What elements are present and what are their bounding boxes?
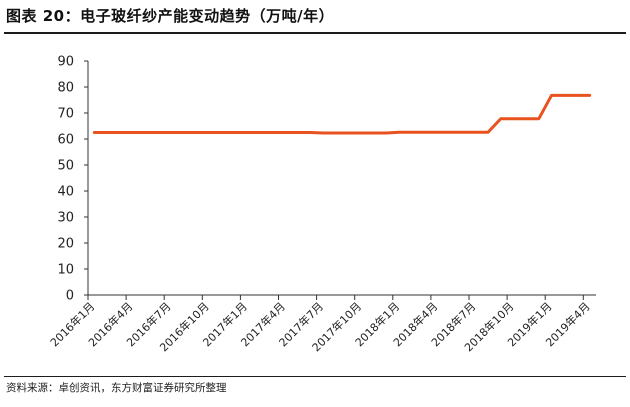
data-point [182,131,184,134]
y-tick-label: 70 [57,107,74,122]
data-point [106,131,108,134]
title-divider [4,32,626,34]
y-tick-label: 50 [57,159,74,174]
data-point [157,131,159,134]
chart-title: 图表 20：电子玻纤纱产能变动趋势（万吨/年） [6,7,335,25]
data-point [131,131,134,134]
series-capacity [92,93,592,135]
data-point [462,131,464,133]
data-point [487,131,489,133]
data-point [347,132,349,134]
data-point [474,131,476,133]
data-point [309,131,311,134]
y-tick-label: 0 [66,289,74,304]
data-point [512,118,515,120]
source-note: 资料来源：卓创资讯，东方财富证券研究所整理 [6,382,227,394]
y-axis: 0 10 20 30 40 50 60 70 80 90 [57,55,89,304]
series-line [92,93,592,135]
data-point [550,94,553,96]
data-point [576,94,578,96]
data-point [563,94,565,96]
data-point [398,131,400,133]
source-divider [4,376,626,377]
data-point [411,131,413,133]
y-tick-label: 60 [57,133,74,148]
data-point [195,131,197,134]
data-point [385,132,388,134]
data-point [538,118,540,120]
y-tick-label: 30 [57,211,74,226]
data-point [284,131,286,134]
data-point [500,118,502,120]
data-point [93,131,95,134]
data-point [119,131,121,134]
data-point [246,131,248,134]
data-point [169,131,172,134]
data-point [335,132,337,134]
data-point [423,131,426,133]
data-point [233,131,235,134]
y-tick-label: 10 [57,263,74,278]
data-point [525,118,527,120]
data-point [208,131,210,134]
y-tick-label: 90 [57,55,74,70]
data-point [436,131,438,133]
y-tick-label: 40 [57,185,74,200]
data-point [220,131,222,134]
data-point [258,131,261,134]
y-tick-label: 80 [57,81,74,96]
data-point [360,132,362,134]
data-point [373,132,375,134]
x-axis: 2016年1月2016年4月2016年7月2016年10月2017年1月2017… [47,294,596,354]
data-point [271,131,273,134]
data-point [449,131,451,133]
data-point [296,131,299,134]
data-point [144,131,146,134]
y-tick-label: 20 [57,237,74,252]
data-point [589,94,591,96]
data-point [322,132,324,134]
